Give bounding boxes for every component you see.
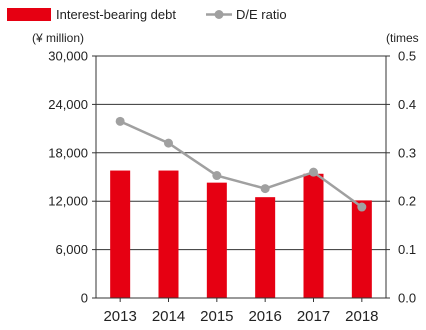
ratio-point-2013 — [115, 116, 125, 126]
bar-2016 — [255, 197, 276, 298]
right-tick-label: 0.0 — [398, 291, 416, 306]
x-tick-label: 2017 — [297, 308, 330, 325]
ratio-point-2016 — [260, 184, 270, 194]
left-tick-label: 24,000 — [48, 97, 88, 112]
legend-bar-swatch — [7, 8, 51, 21]
legend-line-marker — [214, 10, 224, 19]
x-tick-label: 2013 — [103, 308, 136, 325]
gridlines — [96, 55, 386, 251]
left-tick-label: 30,000 — [48, 49, 88, 64]
legend-line-label: D/E ratio — [236, 7, 287, 22]
bars — [110, 170, 372, 298]
x-tick-label: 2016 — [248, 308, 281, 325]
ratio-point-2018 — [357, 202, 367, 212]
ratio-polyline — [119, 120, 363, 209]
bar-2018 — [351, 200, 372, 298]
right-tick-label: 0.1 — [398, 242, 416, 257]
ratio-point-2015 — [212, 171, 222, 181]
right-tick-label: 0.2 — [398, 194, 416, 209]
right-tick-label: 0.5 — [398, 49, 416, 64]
left-tick-label: 6,000 — [55, 242, 88, 257]
right-axis-unit-label: (times — [386, 31, 419, 45]
ratio-point-2017 — [309, 167, 318, 177]
ratio-line — [115, 116, 367, 212]
axes — [92, 55, 390, 302]
bar-2015 — [206, 182, 227, 298]
legend-bar-label: Interest-bearing debt — [56, 7, 176, 22]
x-tick-label: 2015 — [200, 308, 233, 325]
legend: Interest-bearing debt D/E ratio — [7, 7, 287, 22]
tick-labels: 0 6,000 12,000 18,000 24,000 30,000 0.0 0.1 0.2 0… — [48, 49, 416, 326]
bar-2013 — [110, 170, 131, 298]
left-tick-label: 12,000 — [48, 194, 88, 209]
x-tick-label: 2018 — [345, 308, 378, 325]
left-tick-label: 0 — [81, 291, 88, 306]
right-tick-label: 0.3 — [398, 145, 416, 160]
bar-2014 — [158, 170, 179, 298]
x-tick-label: 2014 — [152, 308, 185, 325]
bar-2017 — [303, 173, 324, 298]
left-tick-label: 18,000 — [48, 145, 88, 160]
right-tick-label: 0.4 — [398, 97, 416, 112]
left-axis-unit-label: (¥ million) — [32, 31, 84, 45]
ratio-point-2014 — [164, 138, 173, 148]
